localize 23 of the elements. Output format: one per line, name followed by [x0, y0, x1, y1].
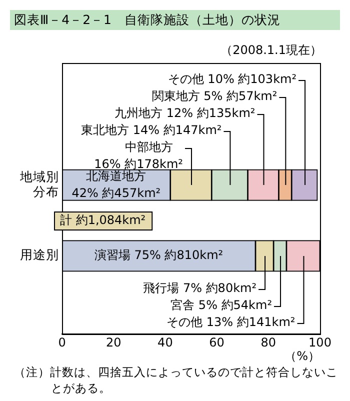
x-tick-label: 60	[209, 335, 224, 350]
text: （注）計数は、四捨五入によっているので計と符合しないことがある。	[14, 364, 339, 396]
x-tick-label: 80	[260, 335, 276, 350]
data-label: 東北地方 14% 約147km²	[81, 123, 222, 138]
x-axis-title: （%）	[284, 348, 320, 363]
x-tick-label: 0	[58, 335, 66, 350]
data-label: 飛行場 7% 約80km²	[143, 281, 257, 296]
data-label: その他 10% 約103km²	[168, 72, 297, 86]
data-label: 関東地方 5% 約57km²	[152, 89, 278, 104]
data-label: 中部地方 16% 約178km²	[94, 140, 184, 172]
x-tick-label: 40	[158, 335, 173, 350]
x-tick-label: 100	[308, 335, 332, 350]
data-label: 演習場 75% 約810km²	[94, 248, 224, 262]
x-tick-label: 20	[106, 335, 122, 350]
y-tick-label: 用途別	[20, 247, 59, 262]
text: （2008.1.1現在）	[220, 43, 322, 58]
y-tick-label: 地域別分布	[19, 168, 59, 199]
data-label: その他 13% 約141km²	[166, 315, 296, 330]
annotation: 計 約1,084km²	[60, 213, 146, 228]
data-label: 宮舎 5% 約54km²	[170, 298, 272, 312]
chart-title: 図表Ⅲ－4－2－1 自衛隊施設（土地）の状況	[10, 10, 340, 30]
data-label: 九州地方 12% 約135km²	[114, 106, 256, 120]
data-label: 北海道地方 42% 約457km²	[72, 169, 161, 200]
